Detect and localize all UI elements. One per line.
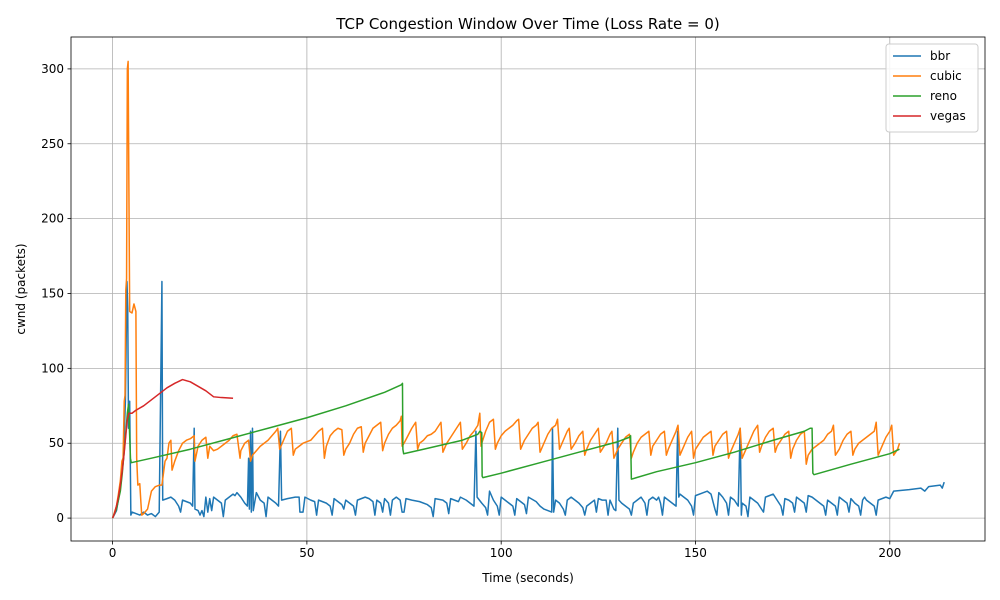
y-tick-label: 100: [41, 361, 64, 375]
legend: bbr cubic reno vegas: [885, 43, 979, 133]
y-tick-label: 0: [56, 511, 64, 525]
x-tick-label: 100: [490, 546, 513, 560]
axis-ticks: 0 50 100 150 200 0 50 100 150 200 250 300: [41, 62, 901, 560]
legend-label-cubic: cubic: [930, 69, 962, 83]
x-tick-label: 50: [299, 546, 314, 560]
plot-frame: [70, 36, 986, 542]
series-line-reno: [111, 382, 900, 519]
x-tick-label: 0: [109, 546, 117, 560]
y-tick-label: 200: [41, 212, 64, 226]
legend-box: [885, 43, 979, 133]
y-tick-label: 50: [49, 436, 64, 450]
legend-label-reno: reno: [930, 89, 957, 103]
y-axis-title: cwnd (packets): [14, 243, 28, 334]
y-tick-label: 300: [41, 62, 64, 76]
x-tick-label: 150: [684, 546, 707, 560]
y-tick-label: 250: [41, 137, 64, 151]
grid: [71, 37, 985, 541]
y-tick-label: 150: [41, 286, 64, 300]
legend-label-bbr: bbr: [930, 49, 950, 63]
series-line-bbr: [111, 280, 945, 519]
x-axis-title: Time (seconds): [481, 571, 574, 585]
chart-title: TCP Congestion Window Over Time (Loss Ra…: [335, 15, 719, 33]
x-tick-label: 200: [878, 546, 901, 560]
series-line-vegas: [111, 378, 234, 519]
plot-lines: [111, 60, 945, 519]
legend-label-vegas: vegas: [930, 109, 966, 123]
series-line-cubic: [111, 60, 901, 519]
